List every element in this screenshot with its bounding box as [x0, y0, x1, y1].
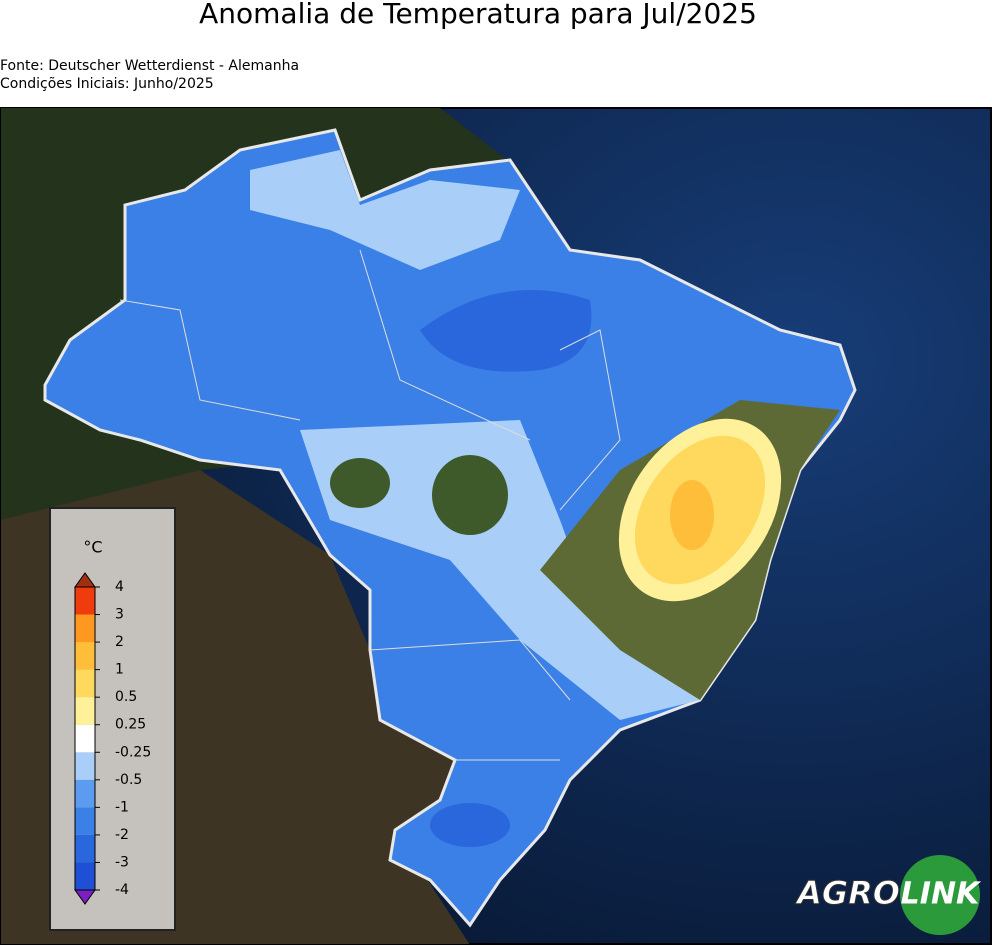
legend-box [49, 507, 176, 931]
land [432, 455, 508, 535]
anomaly-zone [430, 803, 510, 847]
map [0, 107, 992, 945]
colorbar-bin [75, 834, 95, 863]
colorbar-outline [74, 586, 96, 891]
colorbar-bin [75, 697, 95, 725]
state-borders [119, 249, 621, 761]
logo: AGRO LINK [794, 855, 982, 935]
colorbar-tick-label: -0.5 [115, 772, 142, 788]
initial-conditions: Condições Iniciais: Junho/2025 [0, 76, 214, 92]
source: Fonte: Deutscher Wetterdienst - Alemanha [0, 58, 299, 74]
colorbar-tick-label: 0.5 [115, 689, 137, 705]
colorbar-tick-label: 1 [115, 662, 124, 678]
logo-circle [900, 855, 980, 935]
colorbar-bin [75, 587, 95, 615]
colorbar-tick-label: 3 [115, 607, 124, 623]
logo-text: LINK [901, 877, 982, 912]
colorbar-tick-label: 4 [115, 579, 124, 595]
colorbar-bin [75, 779, 95, 808]
colorbar-bin [75, 862, 95, 890]
colorbar-tick-label: -0.25 [115, 744, 151, 760]
anomaly-zone [420, 290, 592, 372]
colorbar-tick-label: -1 [115, 799, 129, 815]
logo-text: AGRO [794, 874, 900, 912]
colorbar-tick-label: -2 [115, 827, 129, 843]
anomaly-zone [300, 420, 700, 720]
colorbar: -4 -3 -2 -1 -0.5 -0.25 0.25 0.5 1 2 3 4 [74, 572, 151, 905]
colorbar-bin [75, 724, 95, 753]
colorbar-bin [75, 642, 95, 670]
title: Anomalia de Temperatura para Jul/2025 [199, 0, 757, 30]
colorbar-tick-label: -4 [115, 882, 129, 898]
colorbar-bin [75, 669, 95, 698]
colorbar-bin [75, 614, 95, 643]
anomaly-zone [670, 480, 714, 550]
land [330, 458, 390, 508]
colorbar-bin [75, 752, 95, 780]
colorbar-tick-label: 2 [115, 634, 124, 650]
anomaly-zone [250, 150, 520, 270]
colorbar-tick-label: 0.25 [115, 717, 146, 733]
legend-unit: °C [83, 538, 102, 557]
colorbar-tick-label: -3 [115, 854, 129, 870]
colorbar-bin [75, 807, 95, 835]
